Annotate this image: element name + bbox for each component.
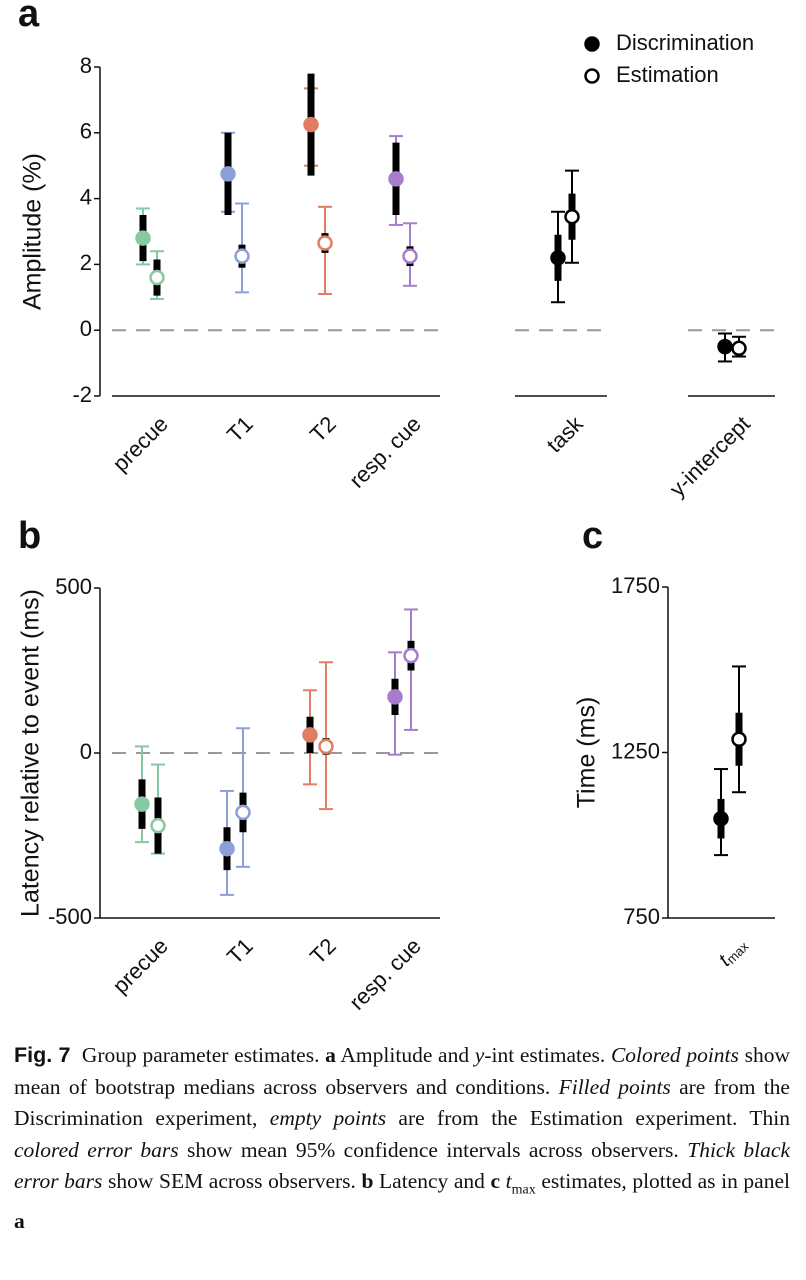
data-point xyxy=(402,248,418,264)
legend-label: Estimation xyxy=(616,62,719,87)
x-tick-label: T1 xyxy=(222,933,258,969)
y-tick-label: 2 xyxy=(80,250,92,275)
data-point xyxy=(219,840,235,857)
panel-letter: b xyxy=(18,515,41,557)
data-point xyxy=(564,208,580,225)
legend-label: Discrimination xyxy=(616,30,754,55)
data-point xyxy=(150,817,166,834)
x-tick-label: T2 xyxy=(305,933,341,969)
caption-run: Amplitude and xyxy=(335,1043,475,1067)
panel-letter: a xyxy=(18,0,40,35)
y-tick-label: 0 xyxy=(80,316,92,341)
category-name: resp. cue xyxy=(344,933,426,1015)
y-tick-label: 0 xyxy=(80,739,92,764)
data-point xyxy=(717,338,733,355)
data-point xyxy=(235,804,251,821)
y-axis-label: Latency relative to event (ms) xyxy=(17,589,45,917)
data-point xyxy=(302,727,318,743)
x-tick-label: resp. cue xyxy=(344,933,426,1015)
y-axis-label: Time (ms) xyxy=(573,697,601,809)
y-tick-label: 750 xyxy=(623,904,660,929)
x-tick-label: y-intercept xyxy=(665,411,755,501)
caption-run: Latency and xyxy=(373,1169,491,1193)
caption-run: Thick black error bars xyxy=(14,1137,796,1194)
caption-run: b xyxy=(361,1169,374,1193)
caption-run: Colored points xyxy=(610,1043,739,1067)
caption-run: show mean 95% confidence intervals acros… xyxy=(178,1137,688,1162)
legend-marker xyxy=(584,68,600,84)
caption-run: Fig. 7 xyxy=(14,1043,71,1067)
caption: Fig. 7 Group parameter estimates. a Ampl… xyxy=(14,1040,790,1237)
data-point xyxy=(388,171,404,187)
category-name: resp. cue xyxy=(344,411,426,493)
caption-run: colored error bars xyxy=(14,1137,179,1162)
legend-marker xyxy=(584,36,600,52)
category-name: T2 xyxy=(305,411,341,447)
caption-run: estimates, plotted as in panel xyxy=(535,1169,796,1193)
data-point xyxy=(550,250,566,266)
caption-run: y xyxy=(474,1043,485,1067)
x-tick-label: task xyxy=(542,410,589,457)
y-axis-label: Amplitude (%) xyxy=(19,153,47,310)
category-name: precue xyxy=(108,933,173,998)
caption-run: show mean of bootstrap medians across ob… xyxy=(14,1043,796,1099)
caption-run: empty points xyxy=(269,1106,387,1130)
category-name: T1 xyxy=(222,933,258,969)
caption-run: a xyxy=(14,1208,25,1233)
y-tick-label: 500 xyxy=(55,574,92,599)
x-tick-label: precue xyxy=(108,411,173,476)
caption-run: max xyxy=(511,1182,536,1198)
category-name: T1 xyxy=(222,411,258,447)
y-tick-label: 1750 xyxy=(611,573,660,598)
x-tick-label: precue xyxy=(108,933,173,998)
caption-run: -int estimates. xyxy=(484,1043,611,1067)
data-point xyxy=(135,230,151,246)
caption-run: t xyxy=(505,1169,512,1193)
y-tick-label: -500 xyxy=(48,904,92,929)
category-name: precue xyxy=(108,411,173,476)
data-point xyxy=(134,796,150,812)
data-point xyxy=(713,810,729,827)
x-tick-label: tmax xyxy=(714,933,751,970)
category-name: T2 xyxy=(305,933,341,969)
data-point xyxy=(403,647,419,664)
y-tick-label: 1250 xyxy=(611,738,660,763)
data-point xyxy=(318,738,334,755)
x-tick-label: T1 xyxy=(222,411,258,447)
y-tick-label: 4 xyxy=(80,184,92,209)
category-name: task xyxy=(542,410,589,457)
data-point xyxy=(234,248,250,264)
y-tick-label: -2 xyxy=(72,382,92,407)
x-tick-label: resp. cue xyxy=(344,411,426,493)
caption-run: Group parameter estimates. xyxy=(70,1043,326,1067)
category-name: y-intercept xyxy=(665,411,755,501)
caption-run: are from the Discrimination experiment, xyxy=(14,1074,796,1131)
caption-run: a xyxy=(325,1043,336,1067)
caption-run: are from the Estimation experiment. Thin xyxy=(386,1106,796,1130)
caption-run: Filled points xyxy=(558,1074,671,1099)
data-point xyxy=(303,116,319,133)
data-point xyxy=(149,269,165,286)
data-point xyxy=(731,340,747,357)
x-tick-label: T2 xyxy=(305,411,341,447)
y-tick-label: 8 xyxy=(80,53,92,78)
data-point xyxy=(387,689,403,705)
data-point xyxy=(731,731,747,748)
caption-run: c xyxy=(490,1169,501,1193)
panel-letter: c xyxy=(582,515,603,557)
caption-run: show SEM across observers. xyxy=(102,1169,362,1193)
data-point xyxy=(220,166,236,182)
data-point xyxy=(317,235,333,251)
y-tick-label: 6 xyxy=(80,119,92,144)
